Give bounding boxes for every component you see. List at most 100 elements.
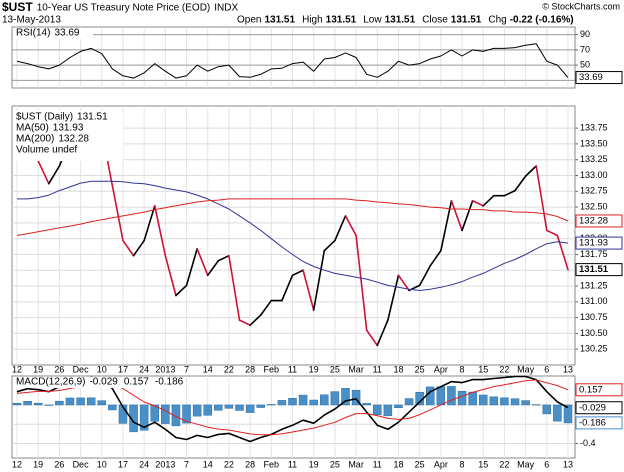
quote-label: High [302, 15, 323, 26]
histogram-bar [118, 404, 128, 424]
price-segment [365, 329, 379, 347]
histogram-bar [65, 397, 75, 406]
legend-label: RSI(14) [16, 28, 50, 39]
quote-value: 131.51 [385, 15, 416, 26]
x-tick-label: 6 [544, 364, 549, 374]
x-tick-label: 24 [139, 364, 149, 374]
x-tick-label: 25 [415, 459, 425, 469]
histogram-bar [97, 400, 107, 406]
price-segment [482, 194, 495, 207]
x-tick-label: 28 [245, 459, 255, 469]
x-tick-label: 8 [460, 459, 465, 469]
x-tick-label: 19 [309, 459, 319, 469]
price-segment [535, 165, 548, 232]
price-segment [524, 165, 538, 177]
x-tick-label: 17 [118, 364, 128, 374]
histogram-bar [320, 394, 329, 406]
quote-value: 131.51 [264, 15, 295, 26]
histogram-bar [436, 386, 446, 406]
price-segment [228, 254, 241, 321]
exchange: INDX [214, 3, 238, 14]
x-tick-label: May [517, 364, 535, 374]
x-tick-label: 25 [330, 459, 340, 469]
price-segment [397, 274, 410, 292]
source: © StockCharts.com [542, 1, 620, 11]
x-tick-label: 22 [499, 364, 509, 374]
histogram-bar [245, 404, 255, 413]
price-segment [217, 254, 230, 262]
histogram-bar [171, 404, 181, 427]
quote-label: Low [363, 15, 382, 26]
histogram-bar [468, 391, 477, 406]
histogram-bar [500, 397, 509, 406]
histogram-bar [362, 403, 371, 406]
legend-value: 131.93 [53, 123, 84, 134]
y-tick-label: 131.75 [580, 249, 608, 259]
price-segment [387, 274, 400, 321]
histogram-bar [309, 399, 318, 406]
y-tick-label: -0.4 [580, 438, 596, 448]
value-box-label: 132.28 [579, 215, 608, 226]
x-tick-label: 18 [393, 364, 403, 374]
price-segment [461, 199, 474, 232]
histogram-bar [161, 404, 170, 424]
histogram-bar [277, 400, 287, 406]
price-segment [556, 234, 569, 271]
histogram-bar [224, 404, 234, 409]
quote-label: Close [422, 15, 448, 26]
x-tick-label: 10 [97, 459, 107, 469]
quote-label: Open [237, 15, 261, 26]
x-tick-label: 22 [499, 459, 509, 469]
histogram-bar [457, 390, 467, 406]
legend-value: -0.186 [155, 377, 184, 388]
histogram-bar [373, 404, 382, 415]
x-tick-label: 25 [415, 364, 425, 374]
x-tick-label: 19 [309, 364, 319, 374]
price-segment [164, 254, 177, 297]
histogram-bar [214, 404, 223, 411]
value-box [575, 416, 623, 430]
legend-value: -0.029 [89, 377, 118, 388]
y-tick-label: 133.25 [580, 154, 608, 164]
legend-background [13, 111, 123, 161]
histogram-bar [267, 404, 276, 406]
histogram-bar [129, 404, 138, 433]
x-tick-label: 26 [54, 459, 64, 469]
x-tick-label: 19 [33, 364, 43, 374]
x-tick-label: 22 [224, 364, 234, 374]
x-tick-label: 7 [184, 364, 189, 374]
price-segment [376, 319, 389, 347]
value-box [575, 401, 623, 415]
price-segment [323, 239, 336, 252]
histogram-bar [23, 401, 32, 406]
moving-average [17, 180, 569, 291]
price-segment [259, 299, 273, 316]
x-tick-label: 11 [373, 459, 382, 469]
histogram-bar [521, 400, 530, 406]
x-tick-label: 2013 [155, 364, 175, 374]
histogram-bar [33, 402, 43, 406]
ticker: $UST [2, 0, 33, 14]
y-tick-label: 130.50 [580, 328, 608, 338]
price-segment [450, 199, 463, 232]
date: 13-May-2013 [2, 15, 61, 26]
legend-label: $UST (Daily) [16, 112, 73, 123]
rsi-line [16, 43, 569, 79]
histogram-bar [351, 389, 361, 406]
quote-label: Chg [488, 15, 506, 26]
quote-value: 131.51 [326, 15, 357, 26]
histogram-bar [203, 404, 212, 416]
x-tick-label: Mar [348, 364, 364, 374]
value-box-label: 0.157 [579, 384, 603, 395]
histogram-bar [404, 398, 414, 406]
value-box-label: 131.93 [579, 238, 608, 249]
x-tick-label: Feb [264, 459, 280, 469]
x-tick-label: 24 [139, 459, 149, 469]
x-tick-label: Dec [73, 459, 90, 469]
x-tick-label: Apr [434, 364, 448, 374]
histogram-bar [510, 398, 520, 406]
x-tick-label: 15 [478, 364, 488, 374]
price-segment [238, 319, 251, 327]
legend-value: 132.28 [58, 134, 89, 145]
x-tick-label: 14 [203, 459, 213, 469]
